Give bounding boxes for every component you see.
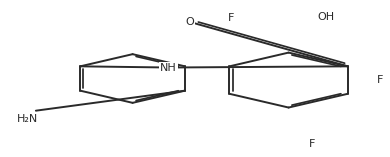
Text: F: F [309, 139, 315, 149]
Text: F: F [377, 75, 383, 85]
Text: F: F [228, 13, 234, 23]
Text: O: O [186, 17, 194, 27]
Text: NH: NH [160, 62, 177, 73]
Text: H₂N: H₂N [16, 114, 37, 124]
Text: OH: OH [317, 12, 334, 22]
